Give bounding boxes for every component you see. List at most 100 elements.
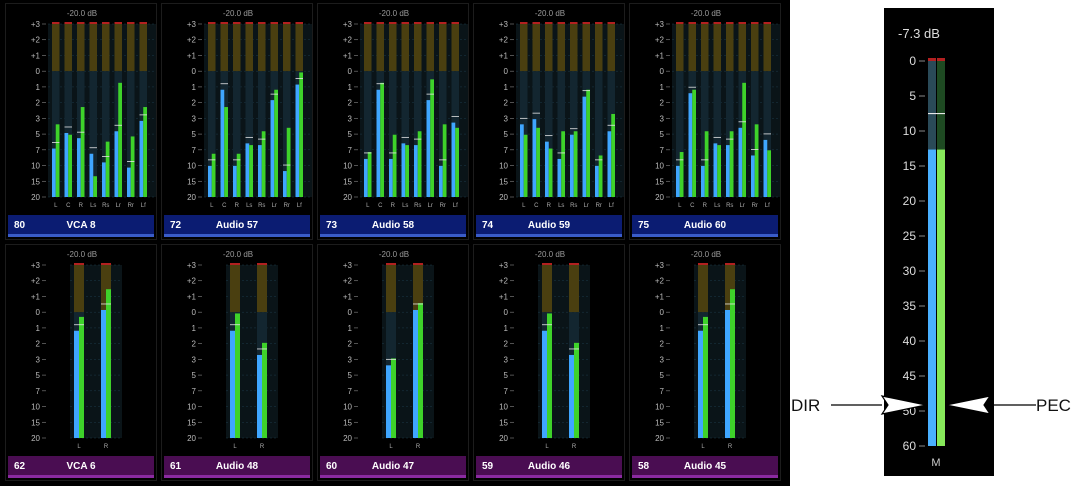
channel-strip[interactable]: -20.0 dB +3 +2 +1 0 1 2 3 5 7 10 15 20 L C R Ls Rs Lr Rr Lf 7…	[161, 3, 313, 240]
level-bar-green	[391, 358, 396, 438]
level-bar-green	[547, 313, 552, 438]
channel-label: C	[690, 203, 695, 209]
scale-tick-label: +1	[655, 292, 665, 301]
level-bar-blue	[401, 143, 406, 197]
level-bar-green	[561, 131, 565, 197]
channel-name-plate[interactable]: 73 Audio 58	[320, 215, 466, 237]
channel-label: R	[235, 203, 240, 209]
scale-tick-label: +1	[187, 292, 197, 301]
scale-tick-label: +1	[343, 292, 353, 301]
channel-label: C	[66, 203, 71, 209]
level-bar-blue	[270, 100, 275, 197]
clip-indicator	[451, 22, 459, 24]
level-bar-blue	[386, 365, 391, 438]
level-bar-green	[80, 107, 85, 197]
level-bar-blue	[763, 139, 768, 197]
clip-indicator	[607, 22, 615, 24]
scale-tick-label: +1	[499, 51, 509, 60]
scale-tick-label: 15	[499, 418, 508, 427]
clip-indicator	[245, 22, 253, 24]
detail-meter-panel: -7.3 dB 0 5 10 15 20 25 30 35 40 45 50 60 M	[884, 8, 994, 476]
scale-tick-label: +3	[499, 20, 509, 29]
channel-strip[interactable]: -20.0 dB +3 +2 +1 0 1 2 3 5 7 10 15 20 L R 60 Audio 47	[317, 244, 469, 481]
level-bar-green	[118, 82, 122, 197]
scale-tick-label: +1	[655, 51, 665, 60]
scale-tick-label: 5	[504, 130, 509, 139]
level-bar-green	[367, 152, 372, 197]
level-bar-blue	[52, 148, 56, 197]
level-bar-blue	[414, 145, 418, 197]
channel-name-plate[interactable]: 75 Audio 60	[632, 215, 778, 237]
meter-well	[102, 71, 110, 197]
channel-name-plate[interactable]: 58 Audio 45	[632, 456, 778, 478]
channel-name-plate[interactable]: 61 Audio 48	[164, 456, 310, 478]
level-bar-blue	[64, 132, 69, 197]
scale-tick-label: +2	[343, 277, 353, 286]
scale-tick-label: +1	[343, 51, 353, 60]
scale-tick-label: 2	[348, 340, 353, 349]
scale-tick-label: +2	[187, 277, 197, 286]
channel-strip[interactable]: -20.0 dB +3 +2 +1 0 1 2 3 5 7 10 15 20 L R 58 Audio 45	[629, 244, 781, 481]
level-bar-green	[286, 127, 291, 197]
channel-strip[interactable]: -20.0 dB +3 +2 +1 0 1 2 3 5 7 10 15 20 L C R Ls Rs Lr Rr Lf 8…	[5, 3, 157, 240]
level-bar-green	[455, 127, 459, 197]
channel-name: Audio 45	[683, 461, 727, 472]
channel-strip[interactable]: -20.0 dB +3 +2 +1 0 1 2 3 5 7 10 15 20 L C R Ls Rs Lr Rr Lf 7…	[629, 3, 781, 240]
headroom-zone	[413, 265, 423, 313]
channel-strip[interactable]: -20.0 dB +3 +2 +1 0 1 2 3 5 7 10 15 20 L R 61 Audio 48	[161, 244, 313, 481]
meter-well	[545, 71, 553, 197]
scale-tick-label: 20	[187, 434, 196, 443]
scale-tick-label: 1	[348, 324, 353, 333]
clip-indicator	[557, 22, 565, 24]
level-bar-green	[679, 152, 684, 197]
headroom-zone	[114, 24, 122, 72]
scale-tick-label: 2	[36, 99, 41, 108]
meter-graph: -20.0 dB +3 +2 +1 0 1 2 3 5 7 10 15 20 L R	[187, 250, 278, 450]
scale-tick-label: 10	[655, 403, 664, 412]
level-bar-blue	[413, 309, 418, 438]
clip-indicator	[220, 22, 228, 24]
channel-strip[interactable]: -20.0 dB +3 +2 +1 0 1 2 3 5 7 10 15 20 L C R Ls Rs Lr Rr Lf 7…	[317, 3, 469, 240]
channel-strip[interactable]: -20.0 dB +3 +2 +1 0 1 2 3 5 7 10 15 20 L R 59 Audio 46	[473, 244, 625, 481]
scale-tick-label: +3	[187, 261, 197, 270]
channel-name-plate[interactable]: 60 Audio 47	[320, 456, 466, 478]
channel-label: Lf	[765, 203, 770, 209]
channel-strip[interactable]: -20.0 dB +3 +2 +1 0 1 2 3 5 7 10 15 20 L C R Ls Rs Lr Rr Lf 7…	[473, 3, 625, 240]
meter-well	[233, 71, 241, 197]
channel-number: 73	[326, 220, 338, 231]
level-bar-blue	[230, 330, 235, 438]
scale-tick-label: 10	[31, 162, 40, 171]
channel-label: L	[233, 444, 237, 450]
scale-tick-label: +1	[187, 51, 197, 60]
scale-tick-label: +2	[187, 36, 197, 45]
channel-label: Rr	[596, 203, 602, 209]
channel-name-plate[interactable]: 62 VCA 6	[8, 456, 154, 478]
scale-tick-label: 10	[343, 403, 352, 412]
scale-tick-label: 3	[348, 114, 353, 123]
scale-tick-label: 0	[348, 308, 353, 317]
level-bar-blue	[725, 309, 730, 438]
channel-name-plate[interactable]: 59 Audio 46	[476, 456, 622, 478]
scale-tick-label: 3	[504, 355, 509, 364]
channel-name-plate[interactable]: 72 Audio 57	[164, 215, 310, 237]
clip-indicator	[688, 22, 696, 24]
level-bar-blue	[102, 162, 106, 197]
channel-name-plate[interactable]: 80 VCA 8	[8, 215, 154, 237]
channel-name: VCA 6	[66, 461, 96, 472]
level-bar-green	[717, 145, 721, 197]
channel-label: R	[104, 444, 109, 450]
channel-label: L	[366, 203, 370, 209]
scale-tick-label: +1	[31, 292, 41, 301]
scale-tick-label: 5	[660, 371, 665, 380]
scale-tick-label: 7	[348, 387, 353, 396]
pec-callout-label: PEC	[1036, 396, 1071, 415]
channel-name-plate[interactable]: 74 Audio 59	[476, 215, 622, 237]
dir-callout-label: DIR	[791, 396, 821, 415]
level-bar-green	[704, 131, 709, 197]
clip-indicator	[233, 22, 241, 24]
scale-tick-label: 3	[348, 355, 353, 364]
headroom-zone	[607, 24, 615, 72]
level-bar-blue	[74, 330, 79, 438]
level-bar-blue	[208, 165, 212, 197]
channel-strip[interactable]: -20.0 dB +3 +2 +1 0 1 2 3 5 7 10 15 20 L R 62 VCA 6	[5, 244, 157, 481]
